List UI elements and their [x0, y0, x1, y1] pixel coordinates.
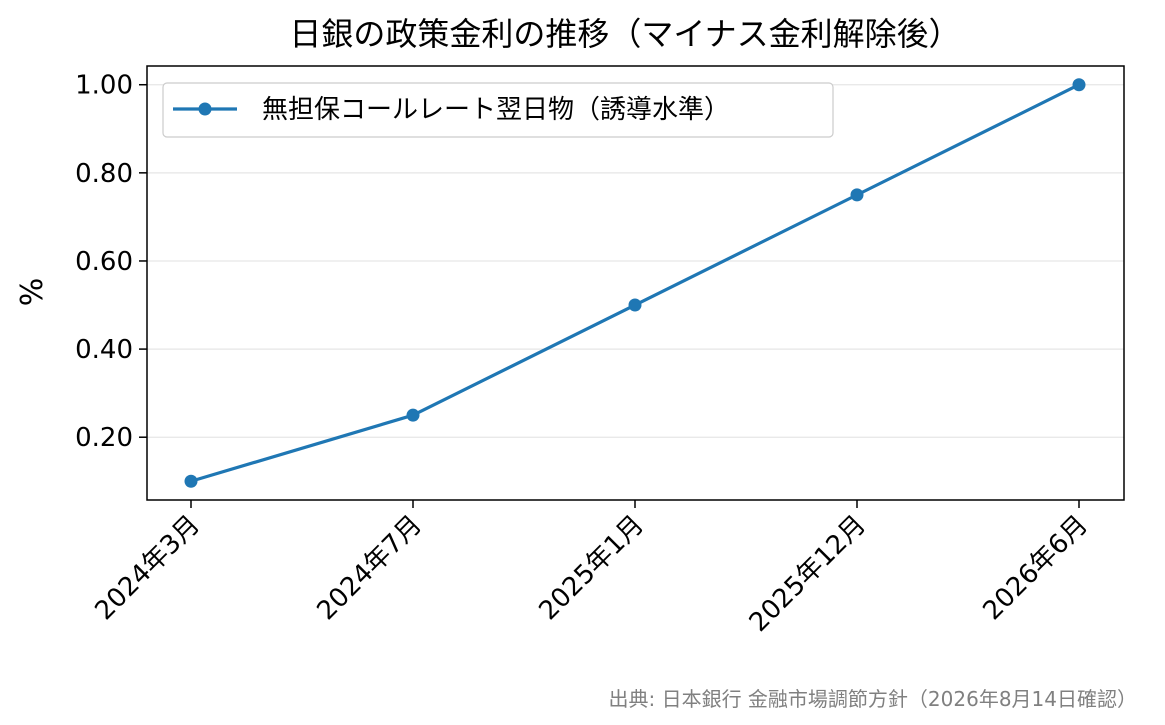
- y-tick-label: 0.20: [75, 423, 133, 453]
- x-tick-label: 2024年3月: [89, 510, 205, 626]
- legend: 無担保コールレート翌日物（誘導水準）: [162, 82, 834, 138]
- x-tick-label: 2025年12月: [744, 510, 872, 638]
- data-point: [1072, 78, 1086, 92]
- y-axis: 0.20 0.40 0.60 0.80 1.00: [75, 71, 147, 453]
- data-point: [184, 474, 198, 488]
- y-tick-label: 0.40: [75, 335, 133, 365]
- legend-marker-swatch: [198, 102, 212, 116]
- series-line: [190, 83, 1080, 483]
- legend-box: [162, 82, 834, 138]
- y-tick-label: 0.60: [75, 247, 133, 277]
- data-series: [184, 78, 1086, 488]
- source-note: 出典: 日本銀行 金融市場調節方針（2026年8月14日確認）: [608, 687, 1137, 711]
- data-point: [628, 298, 642, 312]
- data-point: [850, 188, 864, 202]
- y-tick-label: 1.00: [75, 71, 133, 101]
- chart-title: 日銀の政策金利の推移（マイナス金利解除後）: [289, 15, 960, 53]
- legend-label: 無担保コールレート翌日物（誘導水準）: [262, 95, 730, 125]
- x-tick-label: 2026年6月: [977, 510, 1093, 626]
- data-point: [406, 408, 420, 422]
- y-tick-label: 0.80: [75, 159, 133, 189]
- x-tick-label: 2024年7月: [311, 510, 427, 626]
- y-axis-label: %: [15, 278, 50, 307]
- x-axis: 2024年3月 2024年7月 2025年1月 2025年12月 2026年6月: [89, 500, 1094, 638]
- x-tick-label: 2025年1月: [533, 510, 649, 626]
